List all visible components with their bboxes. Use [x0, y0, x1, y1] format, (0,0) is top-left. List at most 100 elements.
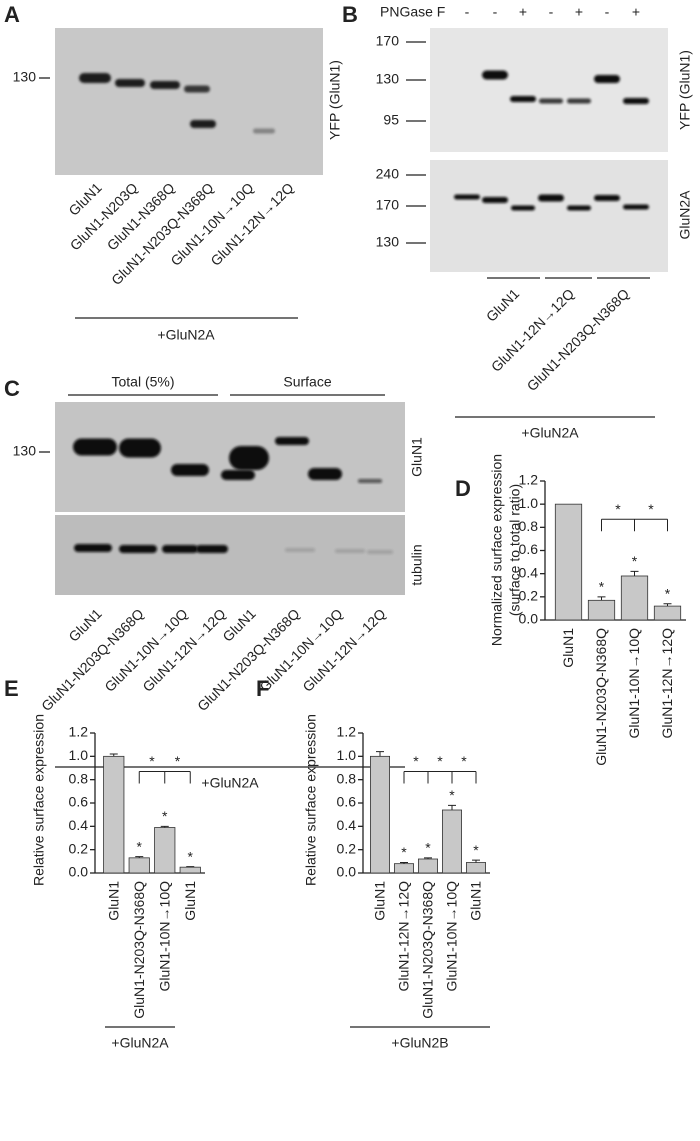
y-tick-label: 1.2: [337, 724, 357, 740]
lane-header: Total (5%): [111, 374, 174, 390]
blot-band: [79, 73, 111, 83]
blot-side-label: YFP (GluN1): [327, 60, 343, 140]
y-tick-label: 0.0: [337, 864, 357, 880]
error-bar: [424, 857, 432, 859]
significance-mark: *: [425, 840, 431, 856]
significance-mark: *: [149, 753, 155, 769]
significance-mark: *: [437, 753, 443, 769]
blot-band: [253, 128, 275, 134]
mw-marker: 130: [13, 69, 37, 85]
blot-side-label: YFP (GluN1): [677, 50, 693, 130]
mw-marker: 240: [376, 166, 400, 182]
y-tick-label: 0.8: [337, 770, 357, 786]
treatment-sign: -: [493, 4, 498, 20]
bar: [653, 605, 682, 621]
significance-mark: *: [175, 753, 181, 769]
group-label: +GluN2A: [521, 425, 579, 441]
mw-marker: 95: [383, 112, 399, 128]
blot-band: [538, 194, 564, 202]
y-tick-label: 0.6: [519, 541, 539, 557]
x-tick-label: GluN1: [560, 628, 576, 668]
panel-label: E: [4, 676, 19, 701]
bar: [369, 755, 390, 874]
group-label: +GluN2A: [201, 775, 259, 791]
blot: [55, 515, 405, 595]
y-axis-label: Relative surface expression: [31, 714, 47, 886]
error-bar: [160, 825, 169, 828]
blot-band: [623, 98, 649, 104]
blot-band: [482, 197, 508, 203]
blot-band: [623, 204, 649, 210]
blot-band: [308, 468, 342, 480]
error-bar: [597, 596, 606, 601]
y-tick-label: 1.0: [519, 495, 539, 511]
mw-marker: 170: [376, 33, 400, 49]
blot-band: [594, 75, 620, 83]
treatment-sign: +: [632, 4, 640, 20]
x-tick-label: GluN1-N203Q-N368Q: [420, 881, 436, 1019]
blot-band: [285, 548, 315, 552]
blot-band: [482, 70, 508, 80]
y-tick-label: 1.0: [69, 747, 89, 763]
treatment-sign: -: [605, 4, 610, 20]
blot-band: [119, 545, 157, 553]
y-axis-label: (surface to total ratio): [507, 484, 523, 616]
y-tick-label: 0.8: [519, 518, 539, 534]
blot-band: [510, 96, 536, 102]
bar: [393, 863, 414, 874]
x-tick-label: GluN1-10N→10Q: [626, 628, 642, 739]
x-tick-label: GluN1: [182, 881, 198, 921]
blot-band: [74, 544, 112, 552]
blot-band: [221, 470, 255, 480]
blot-band: [594, 195, 620, 201]
x-tick-label: GluN1: [105, 881, 121, 921]
mw-marker: 130: [376, 234, 400, 250]
lane-header: Surface: [283, 374, 331, 390]
bar: [620, 575, 649, 621]
blot-band: [335, 549, 365, 553]
bar: [154, 827, 176, 874]
lane-group-label: GluN1: [483, 285, 523, 325]
bar: [465, 862, 486, 874]
x-tick-label: GluN1-10N→10Q: [444, 881, 460, 992]
significance-mark: *: [461, 753, 467, 769]
significance-mark: *: [648, 501, 654, 517]
panel-label: D: [455, 476, 471, 501]
panel-label: C: [4, 376, 20, 401]
mw-marker: 170: [376, 197, 400, 213]
lane-group-label: GluN1-N203Q-N368Q: [524, 285, 633, 394]
bar: [179, 866, 201, 874]
blot-band: [115, 79, 145, 87]
significance-mark: *: [473, 842, 479, 858]
mw-marker: 130: [13, 443, 37, 459]
blot: [55, 28, 323, 175]
treatment-sign: +: [519, 4, 527, 20]
significance-mark: *: [413, 753, 419, 769]
treatment-sign: -: [465, 4, 470, 20]
blot-band: [358, 479, 382, 483]
error-bar: [109, 753, 118, 757]
blot-band: [454, 194, 480, 200]
blot-side-label: GluN1: [409, 437, 425, 477]
blot-band: [511, 205, 535, 211]
bar: [128, 857, 150, 874]
error-bar: [376, 751, 384, 757]
blot-side-label: GluN2A: [677, 190, 693, 240]
x-tick-label: GluN1-N203Q-N368Q: [593, 628, 609, 766]
group-label: +GluN2A: [111, 1035, 169, 1051]
y-tick-label: 0.0: [519, 611, 539, 627]
panel-label: A: [4, 2, 20, 27]
lane-label: GluN1: [65, 605, 105, 645]
comparison-bracket: [601, 518, 668, 532]
y-tick-label: 0.6: [337, 794, 357, 810]
error-bar: [186, 866, 195, 868]
blot-band: [567, 98, 591, 104]
lane-label: GluN1-12N→12Q: [299, 605, 389, 695]
panel-label: F: [256, 676, 269, 701]
group-label: +GluN2B: [391, 1035, 448, 1051]
y-tick-label: 0.2: [69, 840, 89, 856]
blot: [430, 160, 668, 272]
lane-label: GluN1: [219, 605, 259, 645]
x-tick-label: GluN1-10N→10Q: [156, 881, 172, 992]
comparison-bracket: [138, 771, 191, 784]
